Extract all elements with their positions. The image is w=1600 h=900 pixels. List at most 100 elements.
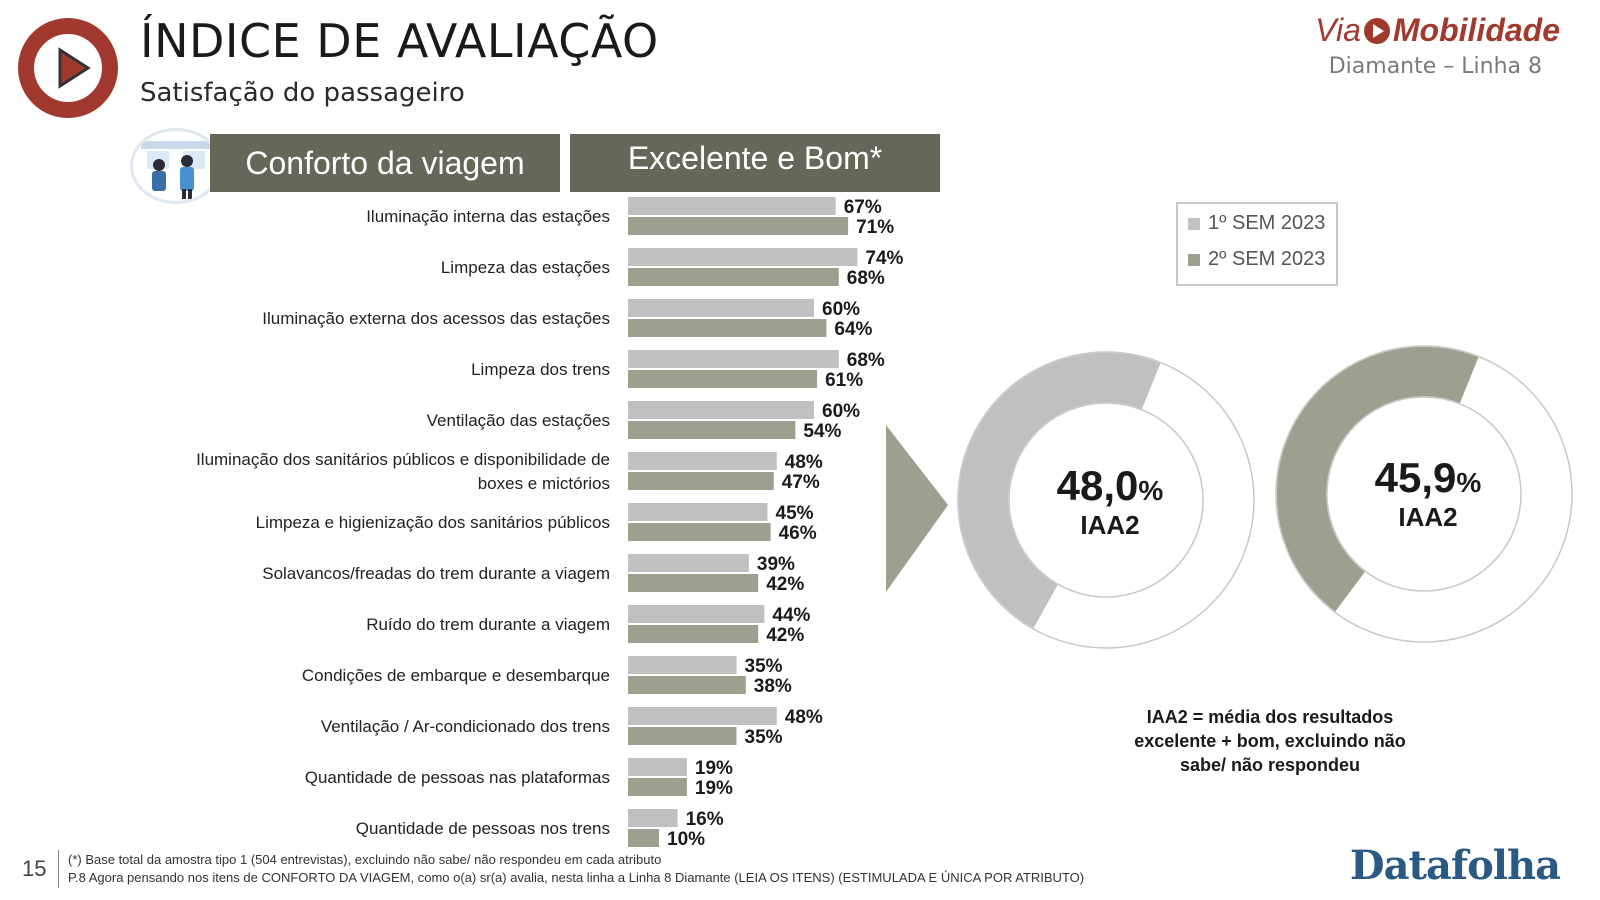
bar-1: [628, 299, 814, 317]
value-label-1: 68%: [847, 350, 885, 371]
metric-banner: Excelente e Bom*: [570, 134, 940, 192]
bar-2: [628, 778, 687, 796]
footnote-question: P.8 Agora pensando nos itens de CONFORTO…: [68, 870, 1085, 885]
legend-label-series2: 2º SEM 2023: [1208, 248, 1326, 270]
brand-mobilidade: Mobilidade: [1392, 12, 1560, 48]
bar-2: [628, 625, 759, 643]
bar-1: [628, 503, 768, 521]
donut-1-inner-ring: [1008, 402, 1204, 598]
value-label-2: 61%: [825, 370, 863, 391]
category-label: Iluminação dos sanitários públicos e dis…: [196, 450, 610, 493]
value-label-2: 35%: [745, 727, 783, 748]
donut-1-value: 48,0: [1056, 462, 1139, 509]
donut-2-outer-ring: [1275, 345, 1573, 643]
bar-2: [628, 319, 827, 337]
bar-1: [628, 707, 777, 725]
bar-1: [628, 350, 839, 368]
value-label-2: 68%: [847, 268, 885, 289]
brand-via: Via: [1315, 12, 1361, 48]
note-line-1: IAA2 = média dos resultados: [1146, 707, 1394, 727]
value-label-2: 64%: [834, 319, 872, 340]
value-label-1: 48%: [785, 707, 823, 728]
category-label: Ruído do trem durante a viagem: [366, 615, 610, 634]
value-label-1: 60%: [822, 401, 860, 422]
category-label: Iluminação interna das estações: [366, 207, 610, 226]
category-label: Condições de embarque e desembarque: [302, 666, 610, 685]
bar-1: [628, 248, 858, 266]
value-label-2: 46%: [779, 523, 817, 544]
value-label-1: 16%: [686, 809, 724, 830]
bar-2: [628, 370, 818, 388]
value-label-1: 35%: [745, 656, 783, 677]
value-label-2: 71%: [856, 217, 894, 238]
bar-1: [628, 656, 737, 674]
donut-2-unit: %: [1456, 467, 1482, 498]
legend-item-series1: 1º SEM 2023: [1188, 212, 1325, 235]
note-line-3: sabe/ não respondeu: [1179, 755, 1361, 775]
donut-2-value: 45,9: [1374, 454, 1457, 501]
bar-2: [628, 574, 759, 592]
footnote-base: (*) Base total da amostra tipo 1 (504 en…: [68, 852, 662, 867]
bar-2: [628, 217, 849, 235]
bar-2: [628, 829, 659, 847]
value-label-1: 48%: [785, 452, 823, 473]
value-label-1: 39%: [757, 554, 795, 575]
donut-1-label: IAA2: [1080, 510, 1140, 540]
iaa2-note: IAA2 = média dos resultados excelente + …: [1120, 705, 1420, 777]
arrow-icon: [886, 425, 948, 592]
donut-2-inner-ring: [1326, 396, 1522, 592]
donut-2-label: IAA2: [1398, 502, 1458, 532]
value-label-2: 38%: [754, 676, 792, 697]
bar-2: [628, 421, 796, 439]
passengers-icon: [130, 128, 222, 204]
page-title: ÍNDICE DE AVALIAÇÃO: [140, 14, 659, 68]
value-label-1: 44%: [772, 605, 810, 626]
footer-divider: [58, 850, 59, 888]
value-label-2: 42%: [766, 574, 804, 595]
value-label-2: 47%: [782, 472, 820, 493]
legend-item-series2: 2º SEM 2023: [1188, 248, 1325, 271]
bar-2: [628, 268, 839, 286]
bar-2: [628, 472, 774, 490]
bar-1: [628, 605, 765, 623]
brand-play-icon: [1363, 18, 1390, 44]
value-label-1: 45%: [776, 503, 814, 524]
line-name: Diamante – Linha 8: [1328, 54, 1542, 79]
bar-1: [628, 554, 749, 572]
chart-legend: 1º SEM 2023 2º SEM 2023: [1176, 202, 1338, 286]
note-line-2: excelente + bom, excluindo não: [1134, 731, 1406, 751]
viamobilidade-logo: Via Mobilidade: [1315, 12, 1560, 49]
legend-label-series1: 1º SEM 2023: [1208, 212, 1326, 234]
bar-1: [628, 809, 678, 827]
value-label-2: 10%: [667, 829, 705, 850]
bar-2: [628, 523, 771, 541]
value-label-1: 67%: [844, 197, 882, 218]
category-label: Quantidade de pessoas nas plataformas: [305, 768, 610, 787]
bar-2: [628, 676, 746, 694]
category-label: Iluminação externa dos acessos das estaç…: [262, 309, 610, 328]
donut-1: [957, 351, 1255, 649]
value-label-1: 60%: [822, 299, 860, 320]
category-label: Limpeza e higienização dos sanitários pú…: [256, 513, 610, 532]
category-label: Limpeza das estações: [441, 258, 610, 277]
category-label: Ventilação / Ar-condicionado dos trens: [321, 717, 610, 736]
bar-1: [628, 452, 777, 470]
value-label-1: 19%: [695, 758, 733, 779]
value-label-2: 54%: [803, 421, 841, 442]
bar-1: [628, 197, 836, 215]
category-label: Ventilação das estações: [427, 411, 610, 430]
play-logo: [18, 18, 118, 118]
donut-1-unit: %: [1138, 475, 1164, 506]
legend-swatch-series1: [1188, 217, 1200, 230]
play-icon: [58, 47, 91, 89]
donut-center-1: 48,0% IAA2: [1010, 462, 1210, 541]
category-label: Solavancos/freadas do trem durante a via…: [262, 564, 610, 583]
category-label: Limpeza dos trens: [471, 360, 610, 379]
category-label: Quantidade de pessoas nos trens: [356, 819, 610, 838]
bar-2: [628, 727, 737, 745]
value-label-2: 42%: [766, 625, 804, 646]
bar-1: [628, 758, 687, 776]
value-label-1: 74%: [865, 248, 903, 269]
page-number: 15: [22, 856, 47, 881]
